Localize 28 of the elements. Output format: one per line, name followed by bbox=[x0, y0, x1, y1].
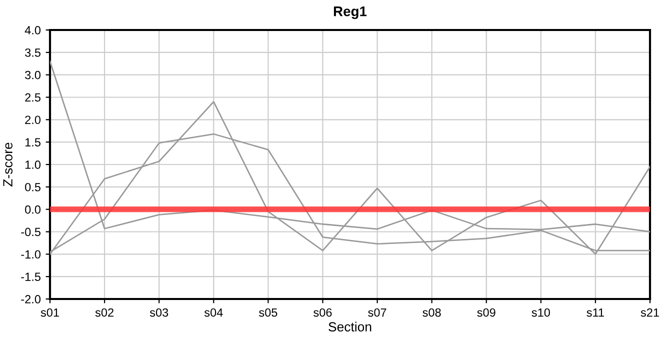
x-tick-label: s07 bbox=[368, 308, 386, 317]
y-tick-label: 2.5 bbox=[25, 93, 40, 102]
y-tick-label: -0.5 bbox=[21, 228, 40, 236]
y-tick-label: 1.0 bbox=[25, 160, 41, 169]
x-tick-label: s03 bbox=[150, 308, 168, 317]
y-tick-label: 0.5 bbox=[25, 182, 40, 192]
y-axis-title: Z-score bbox=[3, 142, 12, 186]
y-tick-label: -2.0 bbox=[21, 295, 41, 304]
x-tick-label: s04 bbox=[204, 308, 223, 317]
x-tick-label: s11 bbox=[586, 308, 604, 317]
y-tick-label: 3.0 bbox=[25, 70, 41, 80]
x-tick-label: s09 bbox=[477, 308, 496, 317]
y-tick-label: -1.0 bbox=[21, 250, 41, 259]
x-tick-label: s10 bbox=[532, 308, 550, 317]
x-tick-label: s21 bbox=[640, 308, 659, 317]
y-tick-label: -1.5 bbox=[21, 272, 40, 281]
x-tick-label: s05 bbox=[258, 308, 278, 317]
y-tick-label: 4.0 bbox=[24, 26, 41, 34]
x-tick-label: s02 bbox=[95, 308, 114, 317]
x-tick-label: s08 bbox=[422, 308, 441, 317]
y-tick-label: 0.0 bbox=[25, 205, 41, 214]
y-tick-label: 1.5 bbox=[25, 138, 40, 146]
x-axis-title: Section bbox=[328, 322, 372, 332]
chart-title: Reg1 bbox=[334, 6, 367, 20]
y-tick-label: 3.5 bbox=[25, 48, 40, 57]
y-tick-label: 2.0 bbox=[25, 116, 41, 124]
x-tick-label: s01 bbox=[40, 308, 59, 317]
x-tick-label: s06 bbox=[314, 308, 332, 317]
